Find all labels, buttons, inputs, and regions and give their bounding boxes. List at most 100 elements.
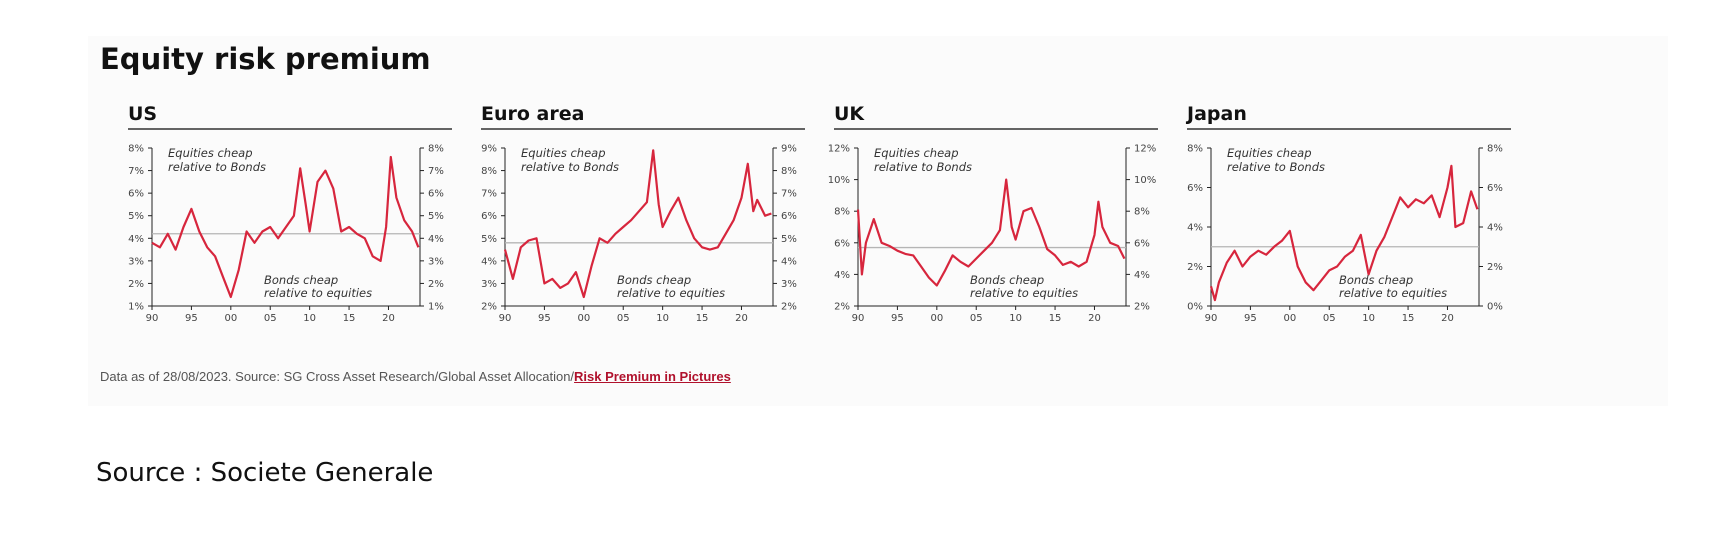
y-tick-label-left: 8% [834,207,850,218]
charts-canvas: US 1% 1% 2% 2% 3% 3% 4% 4% 5% 5% 6% 6% 7% 7% 8% 8% 90 95 00… [128,103,1511,324]
annotation-bottom-line1: Bonds cheap [264,273,338,287]
y-tick-label-left: 8% [128,144,144,155]
y-tick-label-left: 3% [128,256,144,267]
x-tick-label: 10 [1009,313,1022,324]
y-tick-label-right: 4% [1134,270,1150,281]
annotation-bottom-line2: relative to equities [264,286,372,300]
y-tick-label-right: 8% [428,144,444,155]
y-tick-label-right: 0% [1487,302,1503,313]
x-tick-label: 00 [1283,313,1296,324]
page-source-caption: Source : Societe Generale [96,458,434,488]
x-tick-label: 05 [970,313,983,324]
annotation-top-line2: relative to Bonds [521,160,619,174]
y-tick-label-left: 2% [128,279,144,290]
figure-panel: Equity risk premium US 1% 1% 2% 2% 3% 3% 4% 4% 5%… [88,36,1668,406]
y-tick-label-right: 8% [781,166,797,177]
y-tick-label-right: 12% [1134,144,1156,155]
annotation-top-line2: relative to Bonds [1227,160,1325,174]
y-tick-label-right: 4% [428,234,444,245]
annotation-bottom-line1: Bonds cheap [617,273,691,287]
annotation-top-line1: Equities cheap [1227,146,1312,160]
y-tick-label-left: 4% [834,270,850,281]
y-tick-label-left: 12% [828,144,850,155]
panel-title: Euro area [481,103,584,125]
y-tick-label-right: 5% [781,234,797,245]
annotation-top-line2: relative to Bonds [168,160,266,174]
x-tick-label: 10 [303,313,316,324]
chart-title: Equity risk premium [100,42,431,76]
y-tick-label-left: 4% [128,234,144,245]
y-tick-label-right: 2% [781,302,797,313]
y-tick-label-left: 6% [128,189,144,200]
y-tick-label-right: 6% [428,189,444,200]
y-tick-label-left: 4% [1187,223,1203,234]
chart-panel-1: Euro area 2% 2% 3% 3% 4% 4% 5% 5% 6% 6% 7% 7% 8% 8% 9% 9… [481,103,805,324]
y-tick-label-right: 3% [781,279,797,290]
x-tick-label: 15 [1402,313,1415,324]
y-tick-label-left: 2% [481,302,497,313]
data-source-note: Data as of 28/08/2023. Source: SG Cross … [100,369,731,384]
y-tick-label-left: 1% [128,302,144,313]
risk-premium-link[interactable]: Risk Premium in Pictures [574,369,731,384]
annotation-bottom-line1: Bonds cheap [970,273,1044,287]
chart-panel-2: UK 2% 2% 4% 4% 6% 6% 8% 8% 10% 10% 12% 12% 90 95 00 05 10… [828,103,1158,324]
y-tick-label-right: 6% [1487,183,1503,194]
y-tick-label-right: 4% [1487,223,1503,234]
x-tick-label: 15 [1049,313,1062,324]
chart-panel-0: US 1% 1% 2% 2% 3% 3% 4% 4% 5% 5% 6% 6% 7% 7% 8% 8% 90 95 00… [128,103,452,324]
y-tick-label-left: 7% [481,189,497,200]
annotation-bottom-line2: relative to equities [1339,286,1447,300]
y-tick-label-left: 0% [1187,302,1203,313]
x-tick-label: 95 [891,313,904,324]
y-tick-label-left: 6% [481,211,497,222]
y-tick-label-left: 8% [1187,144,1203,155]
y-tick-label-right: 7% [781,189,797,200]
x-tick-label: 20 [1088,313,1101,324]
y-tick-label-right: 2% [428,279,444,290]
annotation-bottom-line2: relative to equities [617,286,725,300]
annotation-bottom-line2: relative to equities [970,286,1078,300]
x-tick-label: 95 [538,313,551,324]
y-tick-label-right: 6% [1134,238,1150,249]
annotation-top-line1: Equities cheap [168,146,253,160]
x-tick-label: 05 [264,313,277,324]
y-tick-label-left: 8% [481,166,497,177]
y-tick-label-right: 8% [1134,207,1150,218]
x-tick-label: 00 [224,313,237,324]
y-tick-label-right: 9% [781,144,797,155]
y-tick-label-left: 6% [1187,183,1203,194]
x-tick-label: 95 [1244,313,1257,324]
y-tick-label-left: 4% [481,256,497,267]
y-tick-label-left: 3% [481,279,497,290]
x-tick-label: 90 [1205,313,1218,324]
annotation-top-line1: Equities cheap [874,146,959,160]
panel-title: UK [834,103,865,125]
chart-panel-3: Japan 0% 0% 2% 2% 4% 4% 6% 6% 8% 8% 90 95 00 05 10 15 20 E… [1185,103,1511,324]
x-tick-label: 15 [696,313,709,324]
equity-risk-premium-line [151,155,420,299]
x-tick-label: 05 [617,313,630,324]
annotation-top-line2: relative to Bonds [874,160,972,174]
x-tick-label: 95 [185,313,198,324]
y-tick-label-left: 5% [128,211,144,222]
annotation-bottom-line1: Bonds cheap [1339,273,1413,287]
x-tick-label: 20 [382,313,395,324]
x-tick-label: 15 [343,313,356,324]
y-tick-label-right: 4% [781,256,797,267]
y-tick-label-right: 10% [1134,175,1156,186]
x-tick-label: 90 [852,313,865,324]
y-tick-label-right: 5% [428,211,444,222]
source-note-text: Data as of 28/08/2023. Source: SG Cross … [100,369,575,384]
x-tick-label: 00 [577,313,590,324]
y-tick-label-left: 7% [128,166,144,177]
x-tick-label: 05 [1323,313,1336,324]
y-tick-label-right: 2% [1134,302,1150,313]
y-tick-label-left: 10% [828,175,850,186]
y-tick-label-left: 2% [1187,262,1203,273]
y-tick-label-right: 3% [428,256,444,267]
y-tick-label-left: 9% [481,144,497,155]
x-tick-label: 90 [146,313,159,324]
x-tick-label: 10 [656,313,669,324]
y-tick-label-right: 1% [428,302,444,313]
y-tick-label-right: 6% [781,211,797,222]
